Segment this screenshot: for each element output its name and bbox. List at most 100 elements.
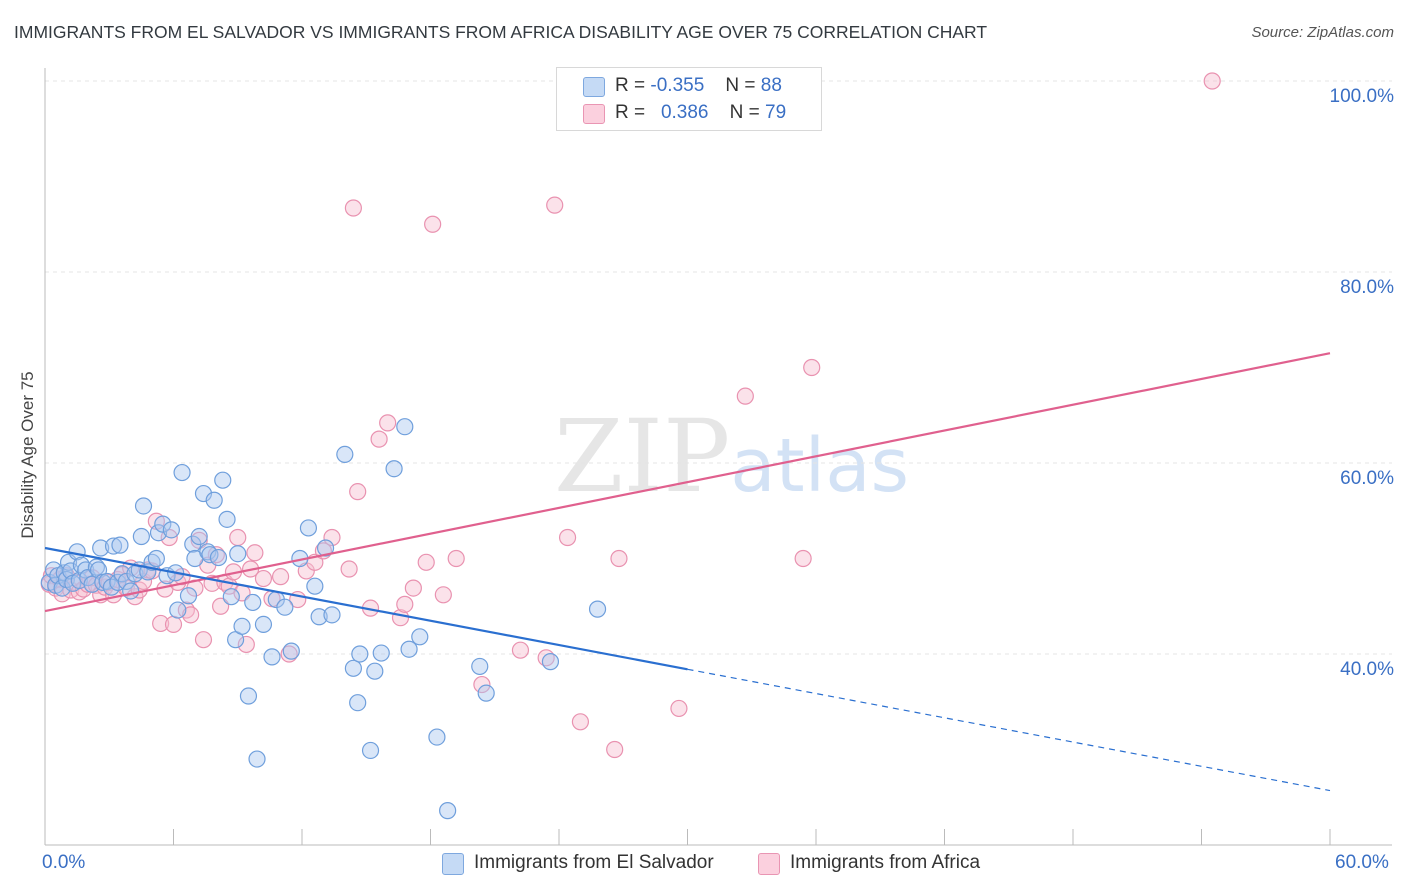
el-salvador-point xyxy=(282,642,300,660)
africa-point xyxy=(571,713,590,731)
el-salvador-point xyxy=(104,537,123,555)
el-salvador-point xyxy=(306,577,324,595)
el-salvador-point xyxy=(316,539,335,557)
legend-n-label: N = xyxy=(725,75,756,96)
el-salvador-point xyxy=(62,562,80,580)
el-salvador-point xyxy=(149,524,168,542)
africa-point xyxy=(736,387,754,405)
el-salvador-point xyxy=(541,653,560,671)
africa-point xyxy=(280,645,298,663)
el-salvador-point xyxy=(477,684,495,702)
el-salvador-point xyxy=(396,418,414,436)
africa-point xyxy=(670,699,688,718)
el-salvador-point xyxy=(336,445,354,464)
africa-point xyxy=(794,549,812,568)
watermark: ZIPatlas xyxy=(554,398,909,515)
el-salvador-point xyxy=(254,615,273,633)
el-salvador-point xyxy=(109,573,127,591)
el-salvador-point xyxy=(276,598,294,616)
el-salvador-point xyxy=(323,606,341,624)
trend-lines xyxy=(44,352,1331,792)
el-salvador-point xyxy=(209,548,228,567)
y-tick-label: 80.0% xyxy=(1340,277,1394,298)
el-salvador-point xyxy=(214,471,232,489)
el-salvador-point xyxy=(190,527,208,546)
africa-point xyxy=(396,595,414,613)
africa-point xyxy=(344,199,362,217)
series-el-salvador-points xyxy=(40,418,607,820)
el-salvador-point xyxy=(233,617,251,635)
el-salvador-point xyxy=(162,521,180,539)
el-salvador-point xyxy=(310,608,328,626)
legend-n-label: N = xyxy=(729,102,760,123)
legend-n-value: 88 xyxy=(760,75,782,96)
el-salvador-point xyxy=(134,497,153,515)
africa-point xyxy=(379,414,397,432)
el-salvador-point xyxy=(132,527,150,546)
africa-point xyxy=(546,196,564,214)
chart-title: IMMIGRANTS FROM EL SALVADOR VS IMMIGRANT… xyxy=(14,22,988,42)
africa-point xyxy=(447,549,465,568)
africa-point xyxy=(194,631,213,649)
el-salvador-point xyxy=(122,582,140,600)
watermark-atlas: atlas xyxy=(730,423,910,509)
el-salvador-point xyxy=(173,463,191,482)
africa-trend-line xyxy=(44,352,1331,613)
x-tick-label-max: 60.0% xyxy=(1335,852,1389,873)
legend-r-label: R = xyxy=(615,75,646,96)
source-label: Source: ZipAtlas.com xyxy=(1251,24,1394,41)
africa-point xyxy=(271,568,290,586)
legend-swatch-blue xyxy=(442,853,464,875)
correlation-legend: R = -0.355 N = 88 R = 0.386 N = 79 xyxy=(556,67,822,131)
africa-point xyxy=(182,606,200,624)
el-salvador-point xyxy=(351,645,369,663)
africa-point xyxy=(1203,72,1221,90)
africa-point xyxy=(404,579,422,597)
el-salvador-point xyxy=(349,694,367,712)
y-tick-label: 60.0% xyxy=(1340,468,1394,489)
africa-point xyxy=(803,358,821,377)
x-tick-label-min: 0.0% xyxy=(42,852,86,873)
africa-point xyxy=(558,528,577,547)
el-salvador-point xyxy=(411,628,429,646)
el-salvador-point xyxy=(147,549,165,568)
africa-point xyxy=(229,528,247,547)
el-salvador-point xyxy=(87,558,106,576)
legend-r-value: 0.386 xyxy=(660,102,709,123)
el-salvador-point xyxy=(385,460,403,478)
el-salvador-point xyxy=(400,640,418,658)
africa-point xyxy=(340,560,358,578)
el-salvador-point xyxy=(222,588,240,606)
el-salvador-point xyxy=(588,600,607,618)
africa-point xyxy=(212,597,230,615)
series-africa-points xyxy=(40,72,1221,759)
africa-point xyxy=(434,586,452,604)
africa-point xyxy=(246,544,264,562)
el-salvador-point xyxy=(366,662,384,680)
el-salvador-point xyxy=(111,536,129,554)
el-salvador-point xyxy=(205,491,223,509)
africa-point xyxy=(473,675,491,694)
africa-point xyxy=(370,430,388,448)
y-axis-label: Disability Age Over 75 xyxy=(18,371,37,539)
africa-point xyxy=(424,215,442,233)
legend-label: Immigrants from Africa xyxy=(790,852,981,873)
legend-label: Immigrants from El Salvador xyxy=(474,852,714,873)
legend-swatch-pink xyxy=(758,853,780,875)
el-salvador-point xyxy=(218,510,236,528)
el-salvador-point xyxy=(179,587,198,605)
el-salvador-point xyxy=(361,741,380,760)
el-salvador-trend-extension xyxy=(687,668,1331,792)
el-salvador-point xyxy=(263,648,281,666)
el-salvador-point xyxy=(439,802,457,820)
africa-point xyxy=(237,635,255,654)
el-salvador-point xyxy=(229,545,247,563)
africa-point xyxy=(606,740,624,759)
el-salvador-point xyxy=(239,687,258,705)
africa-point xyxy=(254,569,273,588)
el-salvador-point xyxy=(428,728,446,746)
africa-point xyxy=(152,614,170,633)
watermark-zip: ZIP xyxy=(554,398,731,515)
y-tick-label: 40.0% xyxy=(1340,659,1394,680)
africa-point xyxy=(417,553,435,571)
